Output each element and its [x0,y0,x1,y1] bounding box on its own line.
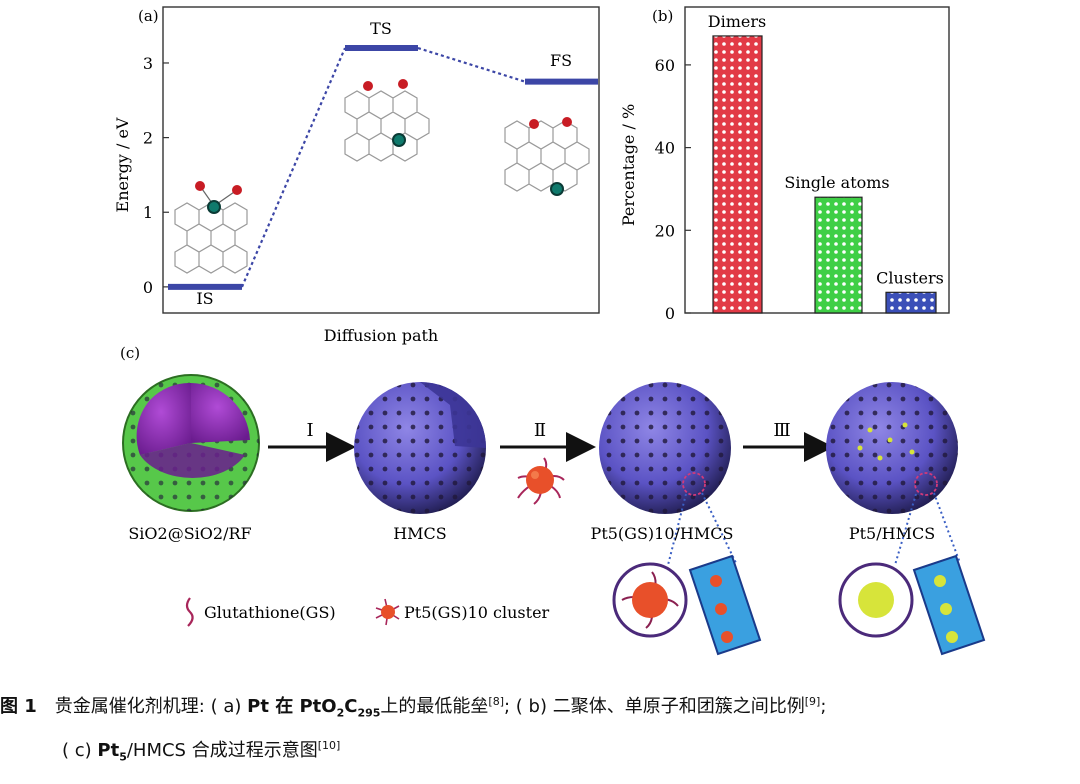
caption-pt5-formula: Pt5 [97,739,127,764]
sphere-label-1: SiO2@SiO2/RF [128,524,251,543]
caption-text-c: /HMCS 合成过程示意图 [126,739,318,761]
sphere-label-2: HMCS [393,524,447,543]
panel-c: (c) Ⅰ Ⅱ [120,344,986,656]
legend-gs-icon [185,597,194,627]
panel-a-xlabel: Diffusion path [324,326,438,345]
pt5gs10-hmcs-sphere-illustration [599,382,762,656]
caption-line-1: 图 1 贵金属催化剂机理: ( a) Pt 在 PtO2C295上的最低能垒[8]… [0,686,1080,730]
caption-figure-number: 图 1 [0,696,37,717]
panel-a-label: (a) [138,7,159,25]
caption-text-b: Pt 在 PtO2C295 [247,696,381,720]
state-label-ts: TS [370,19,392,38]
step-2-label: Ⅱ [534,420,546,441]
caption-ref-10: [10] [317,738,341,752]
caption-ref-9: [9] [804,695,821,708]
bar-single-atoms [814,196,863,314]
panel-a-ytick-label: 0 [143,278,153,297]
sphere-label-3: Pt5(GS)10/HMCS [591,524,734,543]
step-3-label: Ⅲ [773,420,790,441]
step-1-label: Ⅰ [306,420,313,441]
state-label-fs: FS [550,51,572,70]
pt-cluster-illustration [517,457,565,505]
panel-a-connector [240,47,347,288]
panel-a-ytick-label: 2 [143,129,153,148]
panel-b-marks: Dimers Single atoms Clusters [708,12,944,314]
ts-structure-illustration [344,79,430,162]
bar-dimers [712,35,763,314]
panel-b-label: (b) [652,7,673,25]
panel-a-frame [162,6,600,314]
bar-clusters [885,291,937,314]
panel-b-ytick-label: 0 [665,304,675,323]
panel-a-ytick-label: 3 [143,54,153,73]
bar-label-clusters: Clusters [876,268,944,287]
caption-text-d: 上的最低能垒 [380,696,489,717]
panel-b-ytick-label: 20 [655,221,675,240]
panel-a-ylabel: Energy / eV [113,117,132,212]
sphere-label-4: Pt5/HMCS [849,524,935,543]
caption-text-g: ; [820,696,827,717]
panel-b-ylabel: Percentage / % [619,104,638,226]
caption-line-2: ( c) Pt5/HMCS 合成过程示意图[10] [0,730,1080,774]
bar-label-dimers: Dimers [708,12,766,31]
pt5-hmcs-sphere-illustration [826,382,986,656]
panel-a: (a) Energy / eV Diffusion path 0 1 2 3 IS TS… [113,6,600,345]
figure-svg: (a) Energy / eV Diffusion path 0 1 2 3 IS TS… [113,6,986,656]
panel-b-ticks: 0 20 40 60 [655,56,691,323]
legend-gs-label: Glutathione(GS) [204,603,336,622]
panel-b-ytick-label: 60 [655,56,675,75]
is-structure-illustration [174,181,248,274]
panel-a-connector [417,46,526,83]
state-label-is: IS [196,289,213,308]
hmcs-sphere-illustration [354,382,486,514]
panel-a-ytick-label: 1 [143,203,153,222]
fs-structure-illustration [504,117,590,196]
panel-c-label: (c) [120,344,140,362]
panel-b-ytick-label: 40 [655,139,675,158]
legend-cluster-icon [375,598,400,626]
figure: (a) Energy / eV Diffusion path 0 1 2 3 IS TS… [113,6,986,656]
panel-b: (b) Percentage / % 0 20 40 60 Dimers Single … [619,6,950,323]
figure-caption: 图 1 贵金属催化剂机理: ( a) Pt 在 PtO2C295上的最低能垒[8]… [0,686,1080,773]
caption-text-c-label: ( c) [62,739,92,761]
caption-text-a: 贵金属催化剂机理: ( a) [54,696,242,717]
caption-ref-8: [8] [488,695,504,708]
caption-text-f: 二聚体、单原子和团簇之间比例 [552,696,805,717]
sio2-sphere-illustration [122,374,260,512]
bar-label-single-atoms: Single atoms [784,173,889,192]
caption-text-e: ; ( b) [504,696,547,717]
panel-a-marks: IS TS FS [168,19,598,308]
legend-cluster-label: Pt5(GS)10 cluster [404,603,550,622]
